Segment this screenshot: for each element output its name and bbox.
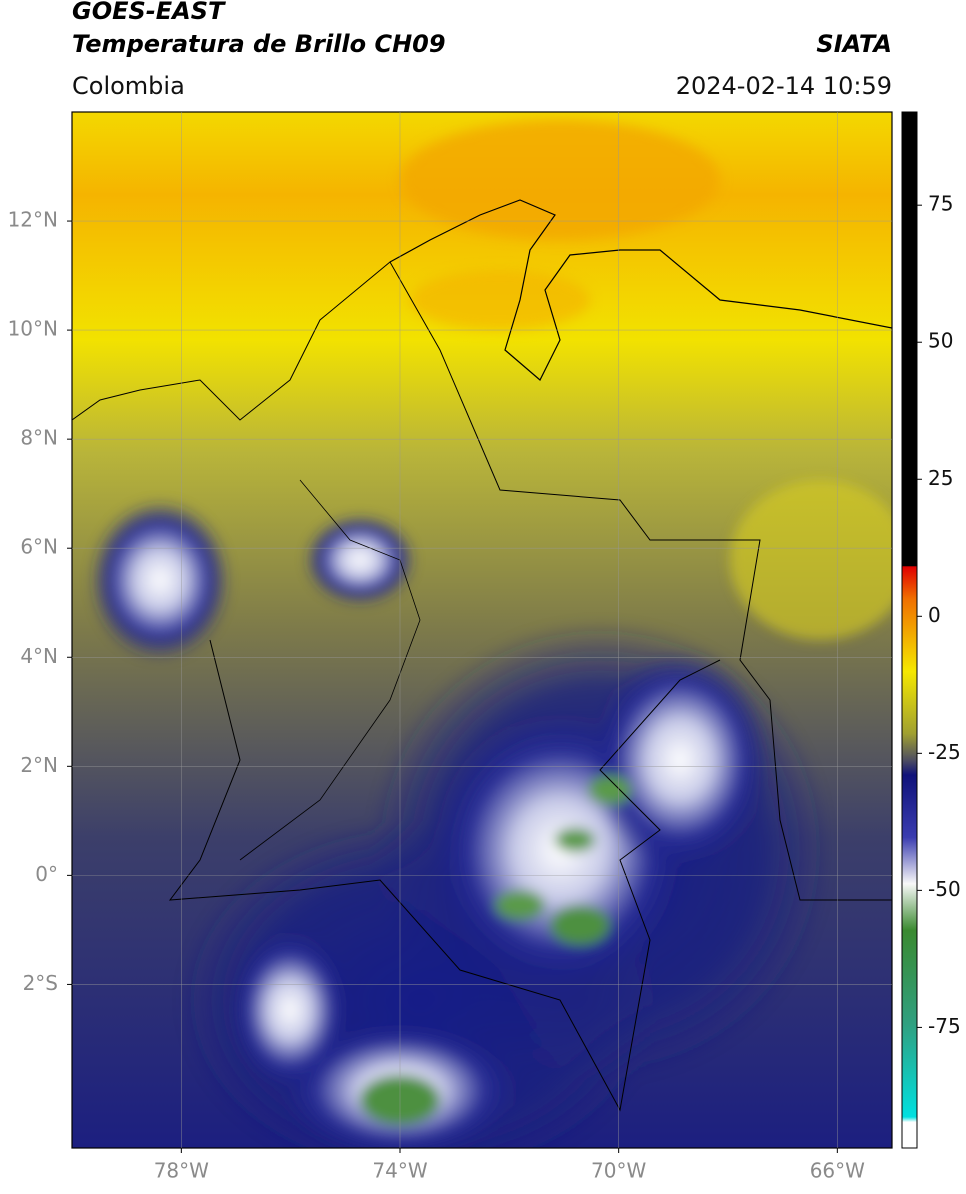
lat-tick-label: 2°N [20, 753, 58, 777]
colorbar-tick-label: 75 [928, 192, 953, 216]
lat-tick-label: 2°S [23, 971, 58, 995]
lat-tick-label: 4°N [20, 644, 58, 668]
satellite-image [72, 112, 892, 1148]
lon-tick-label: 78°W [154, 1159, 209, 1183]
map-frame [71, 111, 893, 1149]
colorbar-tick-label: -75 [928, 1014, 961, 1038]
lat-tick-label: 12°N [8, 208, 58, 232]
lon-tick-label: 66°W [810, 1159, 865, 1183]
lon-tick-label: 70°W [591, 1159, 646, 1183]
colorbar-tick-label: 50 [928, 329, 953, 353]
colorbar-tick-label: 0 [928, 603, 941, 627]
subtitle: Temperatura de Brillo CH09 [72, 30, 446, 58]
colorbar-tick-label: -50 [928, 877, 961, 901]
lat-tick-label: 8°N [20, 426, 58, 450]
datetime: 2024-02-14 10:59 [676, 72, 892, 100]
lat-tick-label: 6°N [20, 535, 58, 559]
lon-tick-label: 74°W [372, 1159, 427, 1183]
colorbar-tick-label: -25 [928, 740, 961, 764]
title: GOES-EAST [72, 0, 226, 25]
source: SIATA [816, 30, 892, 58]
lat-tick-label: 10°N [8, 317, 58, 341]
region: Colombia [72, 72, 185, 100]
colorbar-tick-label: 25 [928, 466, 953, 490]
colorbar [901, 111, 918, 1149]
lat-tick-label: 0° [35, 862, 58, 886]
